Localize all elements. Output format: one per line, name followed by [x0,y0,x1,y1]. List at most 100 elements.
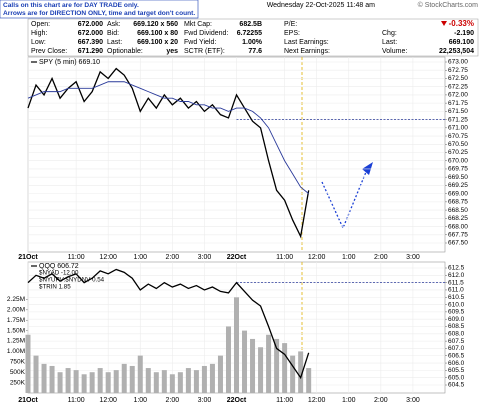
volume-bar [282,343,288,393]
x-tick-label: 3:00 [406,254,420,261]
volume-bar [49,365,55,393]
y2-tick-label: 2.25M [7,296,25,303]
y-tick-label: 610.5 [448,294,465,301]
y-tick-label: 608.0 [448,331,465,338]
y-tick-label: 609.5 [448,309,465,316]
quote-label: Bid: [107,30,119,37]
y-tick-label: 612.0 [448,272,465,279]
price-line [27,268,310,380]
volume-bar [298,351,304,393]
y-tick-label: 604.5 [448,382,465,389]
quote-label: EPS: [284,30,300,37]
y-tick-label: 669.25 [448,182,468,189]
volume-bar [177,372,183,393]
quote-box [27,18,479,57]
volume-bar [258,347,264,393]
y-tick-label: 672.25 [448,83,468,90]
volume-bar [33,355,39,393]
volume-bar [306,368,312,393]
volume-bar [169,374,175,393]
volume-bar [25,334,31,393]
volume-bar [57,372,63,393]
date: Wednesday 22-Oct-2025 11:48 am [267,2,375,9]
y-tick-label: 671.00 [448,125,468,132]
quote-value: 667.390 [78,39,103,46]
note: Arrows are for DIRECTION ONLY, time and … [3,10,195,17]
x-tick-label: 2:00 [374,397,388,404]
y2-tick-label: 1.50M [7,327,25,334]
y-tick-label: 605.5 [448,367,465,374]
quote-label: Last Earnings: [284,39,329,46]
x-tick-label: 2:00 [166,254,180,261]
change-percent: -0.33% [449,19,474,28]
volume-bar [113,370,119,393]
volume-bar [65,368,71,393]
quote-value: 669.100 x 20 [137,39,178,46]
quote-label: SCTR (ETF): [184,48,225,55]
quote-value: 671.290 [78,48,103,55]
volume-bar [129,365,135,393]
volume-bar [73,370,79,393]
quote-label: Chg: [382,30,397,37]
y-tick-label: 612.5 [448,265,465,272]
quote-label: Last: [382,39,397,46]
x-tick-label: 3:00 [406,397,420,404]
y2-tick-label: 1.00M [7,348,25,355]
volume-bar [250,338,256,393]
volume-bar [161,370,167,393]
x-tick-label: 1:00 [342,397,356,404]
x-tick-label: 11:00 [276,397,293,404]
quote-label: Ask: [107,21,121,28]
y-tick-label: 667.75 [448,231,468,238]
volume-bar [274,338,280,393]
y2-tick-label: 1.75M [7,317,25,324]
y-tick-label: 672.75 [448,67,468,74]
quote-value: 669.100 x 80 [137,30,178,37]
y2-tick-label: 2.00M [7,307,25,314]
volume-bar [234,297,239,393]
y-tick-label: 672.00 [448,92,468,99]
volume-bar [137,355,143,393]
volume-bar [217,355,223,393]
quote-value: 682.5B [239,21,262,28]
y-tick-label: 607.5 [448,338,465,345]
x-tick-label: 21Oct [18,254,38,261]
x-tick-label: 22Oct [227,254,247,261]
y2-tick-label: 250K [10,379,26,386]
y-tick-label: 672.50 [448,75,468,82]
y-tick-label: 606.0 [448,360,465,367]
volume-bar [153,372,159,393]
y-tick-label: 605.0 [448,374,465,381]
volume-bar [89,372,95,393]
x-tick-label: 1:00 [342,254,356,261]
x-tick-label: 12:00 [99,254,117,261]
y-tick-label: 611.5 [448,279,464,286]
quote-label: Low: [31,39,46,46]
copyright: © StockCharts.com [418,1,479,9]
quote-label: Next Earnings: [284,48,330,55]
volume-bar [81,374,87,393]
y-tick-label: 667.50 [448,240,468,247]
y-tick-label: 606.5 [448,352,465,359]
x-tick-label: 2:00 [166,397,180,404]
volume-bar [193,370,199,393]
volume-bar [266,334,272,393]
legend-label: $TRIN 1.85 [39,284,71,291]
y-tick-label: 611.0 [448,287,464,294]
x-tick-label: 3:00 [198,397,212,404]
quote-value: 1.00% [242,39,263,46]
volume-bar [97,368,103,393]
y-tick-label: 669.75 [448,166,468,173]
legend-label: $NYAD -12.00 [39,270,79,277]
quote-value: 6.72255 [237,30,262,37]
quote-value: 669.100 [449,39,474,46]
quote-label: Fwd Yield: [184,39,216,46]
volume-bar [105,372,111,393]
y2-tick-label: 500K [10,369,26,376]
quote-value: 672.000 [78,21,103,28]
volume-bar [185,368,191,393]
x-tick-label: 11:00 [68,397,85,404]
legend-label: $NYUPV:$NYDNV 0.54 [39,277,105,284]
x-tick-label: 22Oct [227,397,247,404]
